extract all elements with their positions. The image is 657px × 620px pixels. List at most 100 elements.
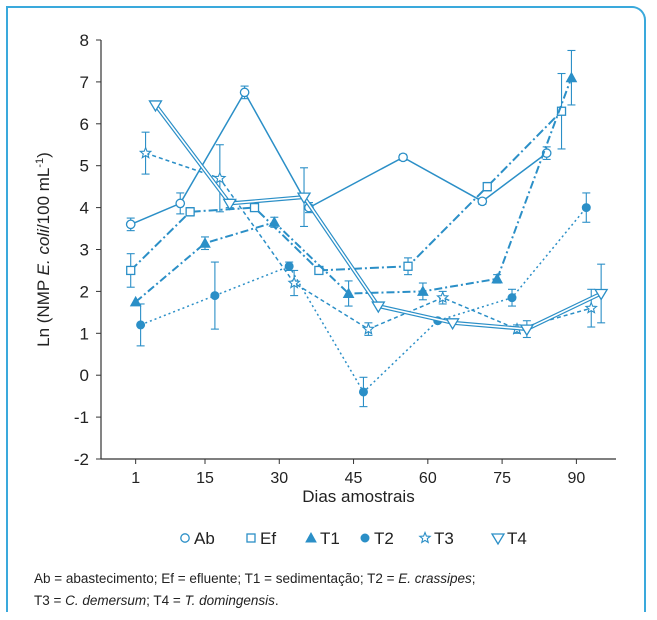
data-point — [482, 181, 492, 192]
data-point — [148, 100, 163, 113]
data-point — [541, 148, 552, 158]
data-point — [436, 290, 450, 304]
data-point — [222, 198, 237, 211]
legend-label: T1 — [320, 529, 340, 548]
data-point — [507, 293, 517, 303]
data-point — [199, 237, 211, 248]
y-axis-label-part: -1 — [34, 158, 46, 168]
series-ef — [126, 72, 567, 288]
y-tick-label: 1 — [80, 324, 89, 343]
chart-marks — [125, 49, 609, 408]
y-tick-label: 5 — [80, 157, 89, 176]
data-point — [581, 203, 591, 213]
y-tick-label: 7 — [80, 73, 89, 92]
y-axis-label: Ln (NMP E. coli/100 mL-1) — [34, 152, 53, 347]
x-tick-label: 45 — [345, 470, 363, 487]
data-point — [342, 287, 355, 298]
y-tick-label: -2 — [74, 450, 89, 469]
y-tick-label: 3 — [80, 241, 89, 260]
data-point — [565, 71, 578, 83]
data-point — [287, 275, 301, 289]
data-point — [213, 171, 227, 184]
data-point — [296, 192, 312, 205]
legend-marker — [360, 533, 370, 543]
data-point — [477, 196, 488, 207]
data-point — [138, 146, 153, 159]
caption-line-2: T3 = C. demersum; T4 = T. domingensis. — [34, 590, 634, 612]
legend-label: Ab — [194, 529, 215, 548]
y-axis-label-part: ) — [34, 152, 53, 158]
data-point — [175, 198, 186, 209]
legend-label: Ef — [260, 529, 276, 548]
series-t4 — [148, 100, 609, 339]
y-tick-label: -1 — [74, 408, 89, 427]
y-tick-label: 2 — [80, 282, 89, 301]
data-point — [210, 291, 220, 301]
x-tick-label: 90 — [567, 470, 585, 487]
data-point — [584, 301, 598, 314]
data-point — [403, 261, 413, 271]
caption-text: ; T4 = — [146, 593, 185, 608]
caption-text: Ab = abastecimento; Ef = efluente; T1 = … — [34, 571, 399, 586]
data-point — [519, 324, 535, 337]
legend-item-ab: Ab — [180, 529, 215, 548]
data-point — [239, 87, 250, 98]
y-tick-label: 6 — [80, 115, 89, 134]
data-point — [185, 207, 195, 217]
legend-label: T2 — [374, 529, 394, 548]
y-tick-label: 0 — [80, 366, 89, 385]
data-point — [314, 265, 324, 276]
legend-item-t3: T3 — [418, 529, 454, 548]
data-point — [268, 216, 281, 227]
data-point — [361, 322, 375, 335]
caption-species: E. crassipes — [398, 571, 472, 586]
x-tick-label: 1 — [131, 470, 140, 487]
caption-line-1: Ab = abastecimento; Ef = efluente; T1 = … — [34, 568, 634, 590]
data-point — [491, 272, 504, 284]
x-axis-label: Dias amostrais — [302, 487, 414, 506]
data-point — [284, 261, 294, 271]
legend-item-t4: T4 — [490, 529, 527, 548]
data-point — [417, 285, 429, 296]
y-tick-label: 8 — [80, 31, 89, 50]
caption-text: . — [274, 593, 279, 608]
series-line — [140, 207, 587, 394]
y-axis-label-part: Ln (NMP — [34, 275, 53, 347]
legend-label: T4 — [507, 529, 527, 548]
data-point — [358, 387, 368, 397]
figure-caption: Ab = abastecimento; Ef = efluente; T1 = … — [34, 568, 634, 612]
data-point — [445, 318, 460, 331]
series-t1 — [129, 49, 578, 307]
data-point — [249, 202, 260, 213]
figure-frame — [6, 6, 646, 612]
legend-marker — [305, 531, 317, 543]
y-axis-label-part: E. coli — [34, 228, 53, 276]
caption-text: T3 = — [34, 593, 66, 608]
data-point — [125, 219, 136, 230]
caption-text: ; — [471, 571, 476, 586]
legend-item-t1: T1 — [305, 529, 340, 548]
series-t3 — [138, 131, 598, 336]
data-point — [371, 301, 386, 314]
legend-marker — [490, 533, 506, 546]
x-tick-label: 75 — [493, 470, 511, 487]
x-tick-label: 15 — [196, 470, 214, 487]
x-tick-label: 60 — [419, 470, 437, 487]
legend-marker — [418, 530, 432, 544]
data-point — [398, 152, 408, 163]
data-point — [126, 265, 136, 276]
data-point — [593, 288, 609, 301]
x-tick-label: 30 — [270, 470, 288, 487]
series-t2 — [136, 192, 591, 408]
y-axis-label-part: /100 mL — [34, 168, 53, 229]
data-point — [136, 320, 146, 330]
legend: Ab Ef T1 T2 T3 T4 — [180, 529, 527, 548]
legend-marker — [180, 533, 190, 543]
legend-marker — [246, 533, 256, 543]
caption-species: C. demersum — [65, 593, 147, 608]
y-tick-label: 4 — [80, 199, 89, 218]
legend-item-ef: Ef — [246, 529, 276, 548]
legend-item-t2: T2 — [360, 529, 394, 548]
